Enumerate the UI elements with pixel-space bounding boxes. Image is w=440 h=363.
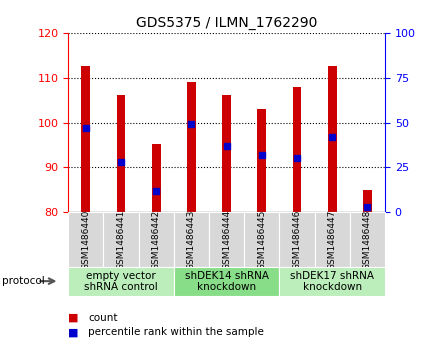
- Text: GSM1486444: GSM1486444: [222, 209, 231, 270]
- Text: GSM1486446: GSM1486446: [293, 209, 301, 270]
- Text: GSM1486447: GSM1486447: [328, 209, 337, 270]
- Bar: [152, 144, 161, 212]
- Text: protocol: protocol: [2, 276, 45, 286]
- Bar: [117, 95, 125, 212]
- Bar: [68, 267, 174, 296]
- Text: ■: ■: [68, 327, 79, 337]
- Text: GSM1486443: GSM1486443: [187, 209, 196, 270]
- Bar: [81, 66, 90, 212]
- Bar: [244, 212, 279, 267]
- Text: count: count: [88, 313, 117, 323]
- Bar: [350, 212, 385, 267]
- Bar: [139, 212, 174, 267]
- Bar: [209, 212, 244, 267]
- Bar: [279, 212, 315, 267]
- Bar: [174, 212, 209, 267]
- Bar: [328, 66, 337, 212]
- Text: GSM1486441: GSM1486441: [117, 209, 125, 270]
- Bar: [187, 82, 196, 212]
- Bar: [293, 86, 301, 212]
- Text: GSM1486448: GSM1486448: [363, 209, 372, 270]
- Text: GSM1486445: GSM1486445: [257, 209, 266, 270]
- Bar: [174, 267, 279, 296]
- Text: percentile rank within the sample: percentile rank within the sample: [88, 327, 264, 337]
- Bar: [279, 267, 385, 296]
- Bar: [257, 109, 266, 212]
- Bar: [315, 212, 350, 267]
- Bar: [222, 95, 231, 212]
- Bar: [103, 212, 139, 267]
- Text: empty vector
shRNA control: empty vector shRNA control: [84, 270, 158, 292]
- Text: shDEK17 shRNA
knockdown: shDEK17 shRNA knockdown: [290, 270, 374, 292]
- Title: GDS5375 / ILMN_1762290: GDS5375 / ILMN_1762290: [136, 16, 317, 30]
- Text: GSM1486440: GSM1486440: [81, 209, 90, 270]
- Bar: [363, 190, 372, 212]
- Text: shDEK14 shRNA
knockdown: shDEK14 shRNA knockdown: [185, 270, 268, 292]
- Bar: [68, 212, 103, 267]
- Text: ■: ■: [68, 313, 79, 323]
- Text: GSM1486442: GSM1486442: [152, 209, 161, 270]
